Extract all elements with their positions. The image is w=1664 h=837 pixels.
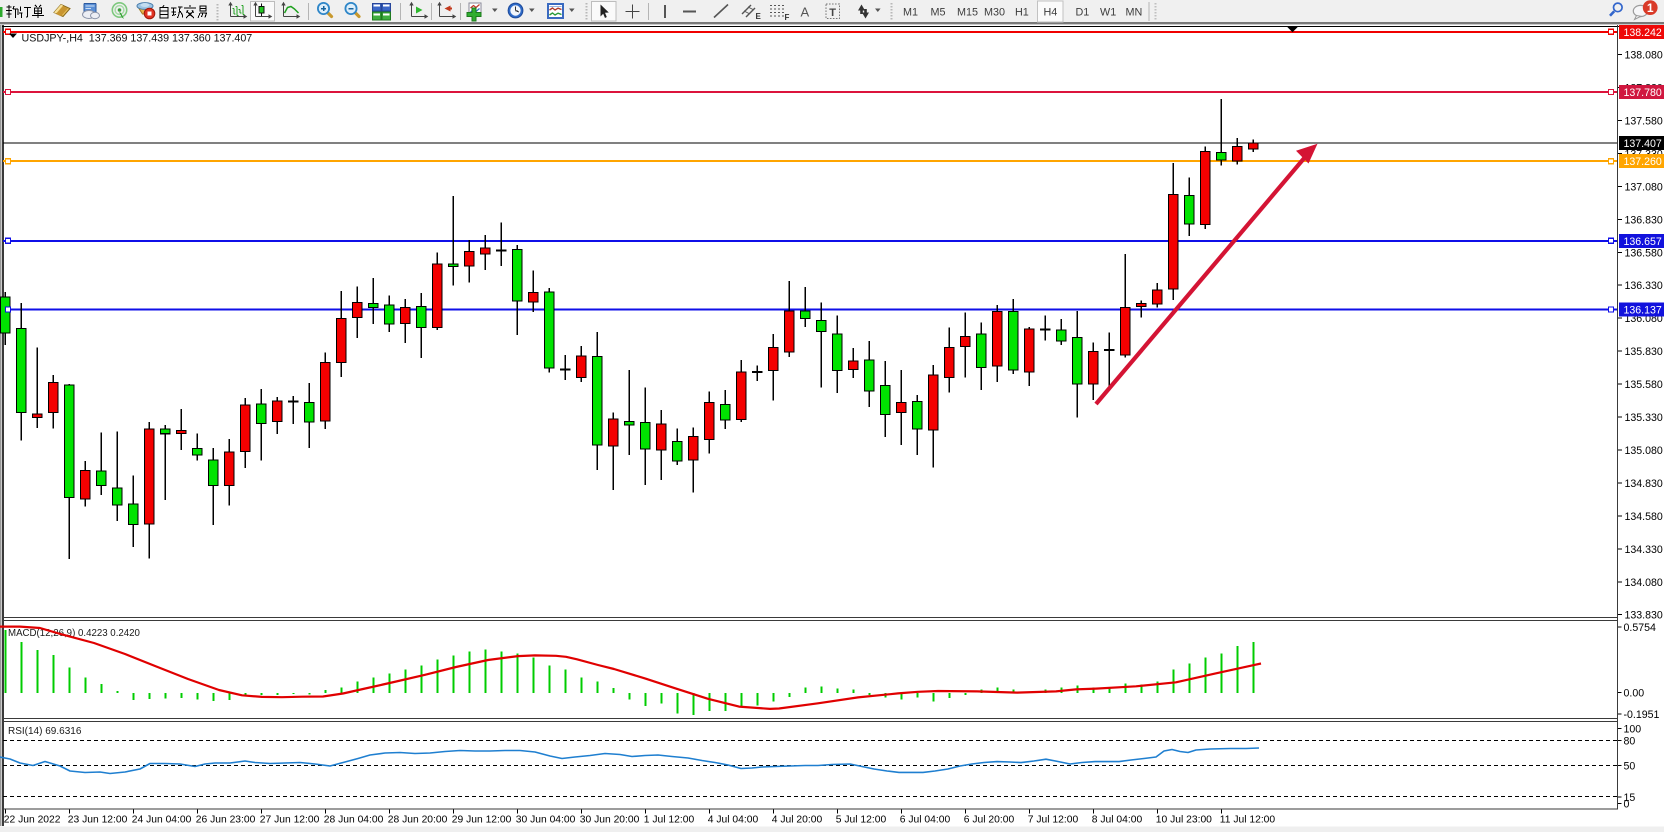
svg-text:4 Jul 04:00: 4 Jul 04:00 bbox=[708, 815, 759, 826]
svg-text:80: 80 bbox=[1624, 736, 1636, 748]
svg-text:135.580: 135.580 bbox=[1625, 379, 1663, 391]
svg-text:26 Jun 23:00: 26 Jun 23:00 bbox=[196, 815, 256, 826]
svg-text:133.830: 133.830 bbox=[1625, 610, 1663, 622]
svg-text:10 Jul 23:00: 10 Jul 23:00 bbox=[1156, 815, 1212, 826]
svg-text:H1: H1 bbox=[1015, 7, 1029, 19]
svg-text:D1: D1 bbox=[1076, 7, 1090, 19]
svg-text:29 Jun 12:00: 29 Jun 12:00 bbox=[452, 815, 512, 826]
svg-text:5 Jul 12:00: 5 Jul 12:00 bbox=[836, 815, 887, 826]
svg-text:137.260: 137.260 bbox=[1624, 156, 1662, 168]
svg-text:0.00: 0.00 bbox=[1624, 688, 1645, 700]
svg-text:M1: M1 bbox=[903, 7, 918, 19]
svg-text:0.5754: 0.5754 bbox=[1624, 622, 1657, 634]
svg-text:M30: M30 bbox=[984, 7, 1005, 19]
svg-text:137.407: 137.407 bbox=[1624, 138, 1662, 150]
svg-text:137.780: 137.780 bbox=[1624, 87, 1662, 99]
svg-text:7 Jul 12:00: 7 Jul 12:00 bbox=[1028, 815, 1079, 826]
svg-text:136.657: 136.657 bbox=[1624, 236, 1662, 248]
svg-text:134.830: 134.830 bbox=[1625, 478, 1663, 490]
svg-text:11 Jul 12:00: 11 Jul 12:00 bbox=[1220, 815, 1276, 826]
svg-text:137.580: 137.580 bbox=[1625, 115, 1663, 127]
svg-text:MACD(12,26,9) 0.4223 0.2420: MACD(12,26,9) 0.4223 0.2420 bbox=[8, 628, 141, 639]
svg-text:-0.1951: -0.1951 bbox=[1624, 709, 1660, 721]
svg-text:138.242: 138.242 bbox=[1624, 27, 1662, 39]
svg-text:135.080: 135.080 bbox=[1625, 445, 1663, 457]
svg-text:22 Jun 2022: 22 Jun 2022 bbox=[4, 815, 61, 826]
svg-text:H4: H4 bbox=[1044, 7, 1058, 19]
svg-text:W1: W1 bbox=[1100, 7, 1116, 19]
svg-text:100: 100 bbox=[1624, 723, 1642, 735]
svg-text:28 Jun 04:00: 28 Jun 04:00 bbox=[324, 815, 384, 826]
svg-text:50: 50 bbox=[1624, 761, 1636, 773]
svg-text:1 Jul 12:00: 1 Jul 12:00 bbox=[644, 815, 695, 826]
svg-text:MN: MN bbox=[1126, 7, 1143, 19]
svg-text:15: 15 bbox=[1624, 792, 1636, 804]
svg-text:136.580: 136.580 bbox=[1625, 247, 1663, 259]
svg-text:E: E bbox=[756, 12, 762, 21]
svg-text:0: 0 bbox=[1624, 799, 1630, 811]
svg-text:28 Jun 20:00: 28 Jun 20:00 bbox=[388, 815, 448, 826]
svg-text:134.580: 134.580 bbox=[1625, 511, 1663, 523]
svg-text:8 Jul 04:00: 8 Jul 04:00 bbox=[1092, 815, 1143, 826]
svg-text:30 Jun 04:00: 30 Jun 04:00 bbox=[516, 815, 576, 826]
svg-text:134.330: 134.330 bbox=[1625, 544, 1663, 556]
svg-text:24 Jun 04:00: 24 Jun 04:00 bbox=[132, 815, 192, 826]
svg-text:135.830: 135.830 bbox=[1625, 346, 1663, 358]
svg-text:F: F bbox=[785, 13, 790, 22]
svg-text:T: T bbox=[829, 7, 836, 19]
svg-text:4 Jul 20:00: 4 Jul 20:00 bbox=[772, 815, 823, 826]
svg-text:23 Jun 12:00: 23 Jun 12:00 bbox=[68, 815, 128, 826]
svg-text:27 Jun 12:00: 27 Jun 12:00 bbox=[260, 815, 320, 826]
svg-text:M5: M5 bbox=[931, 7, 946, 19]
svg-text:138.080: 138.080 bbox=[1625, 50, 1663, 62]
svg-text:136.330: 136.330 bbox=[1625, 280, 1663, 292]
svg-text:137.080: 137.080 bbox=[1625, 181, 1663, 193]
svg-text:30 Jun 20:00: 30 Jun 20:00 bbox=[580, 815, 640, 826]
svg-text:136.137: 136.137 bbox=[1624, 305, 1662, 317]
svg-text:6 Jul 20:00: 6 Jul 20:00 bbox=[964, 815, 1015, 826]
svg-text:1: 1 bbox=[1647, 1, 1654, 15]
svg-text:USDJPY-,H4 137.369 137.439 13: USDJPY-,H4 137.369 137.439 137.360 137.4… bbox=[22, 33, 253, 45]
svg-text:M15: M15 bbox=[957, 7, 978, 19]
svg-text:136.830: 136.830 bbox=[1625, 214, 1663, 226]
svg-text:A: A bbox=[801, 5, 810, 20]
svg-text:6 Jul 04:00: 6 Jul 04:00 bbox=[900, 815, 951, 826]
svg-text:134.080: 134.080 bbox=[1625, 577, 1663, 589]
svg-text:135.330: 135.330 bbox=[1625, 412, 1663, 424]
svg-text:RSI(14) 69.6316: RSI(14) 69.6316 bbox=[8, 726, 82, 737]
